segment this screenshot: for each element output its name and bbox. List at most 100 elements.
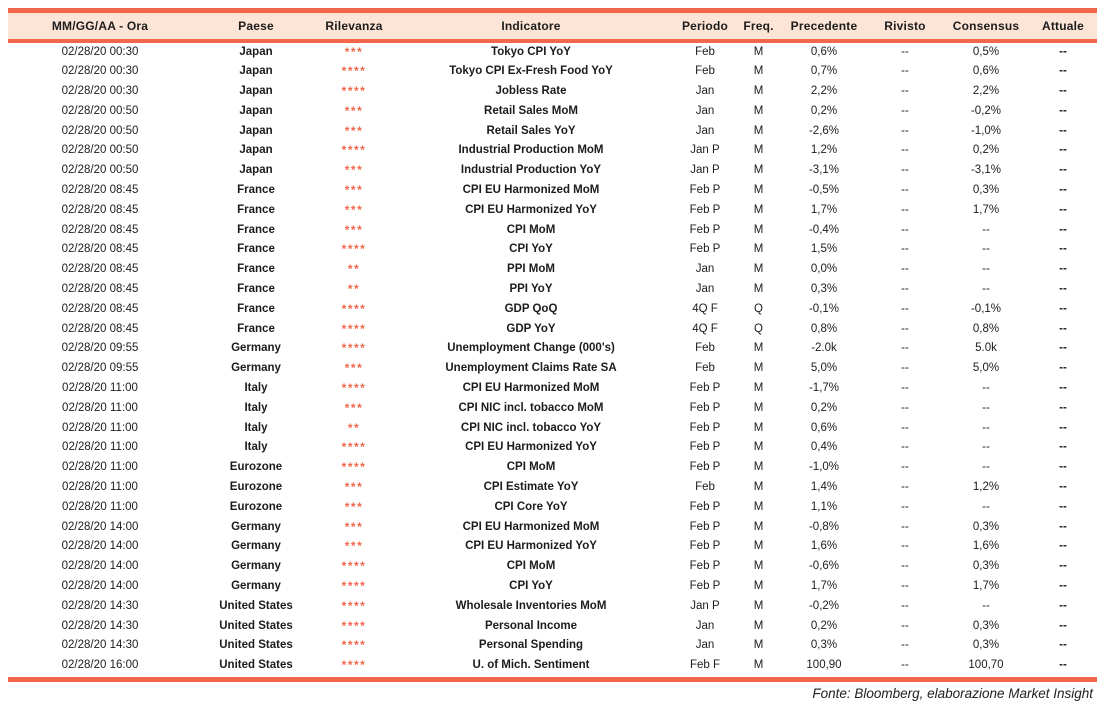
cell-revised: -- (901, 263, 909, 276)
table-row: 02/28/20 11:00 Italy *** CPI NIC incl. toba… (8, 399, 1097, 419)
cell-freq: M (753, 85, 764, 98)
cell-period: Jan P (690, 144, 720, 157)
cell-indicator: CPI MoM (506, 560, 556, 573)
cell-revised: -- (901, 382, 909, 395)
cell-previous: 1,4% (810, 481, 838, 494)
column-header-actual: Attuale (1029, 8, 1097, 43)
cell-revised: -- (901, 85, 909, 98)
cell-consensus: -- (982, 599, 990, 612)
cell-revised: -- (901, 144, 909, 157)
cell-indicator: Wholesale Inventories MoM (455, 599, 607, 612)
cell-actual: -- (1059, 243, 1067, 256)
cell-consensus: -3,1% (970, 164, 1002, 177)
cell-indicator: CPI Core YoY (494, 500, 568, 513)
cell-period: Feb (695, 481, 715, 494)
cell-consensus: -- (982, 461, 990, 474)
cell-period: Jan P (690, 599, 720, 612)
cell-freq: M (753, 560, 764, 573)
cell-freq: M (753, 243, 764, 256)
table-row: 02/28/20 14:00 Germany *** CPI EU Harmonize… (8, 537, 1097, 557)
cell-consensus: 1,6% (972, 540, 1000, 553)
cell-revised: -- (901, 560, 909, 573)
cell-previous: 0,8% (810, 322, 838, 335)
table-row: 02/28/20 00:50 Japan **** Industrial Produc… (8, 141, 1097, 161)
cell-revised: -- (901, 164, 909, 177)
cell-freq: M (753, 104, 764, 117)
table-row: 02/28/20 08:45 France **** GDP YoY 4Q F Q 0,8%… (8, 320, 1097, 340)
cell-consensus: -- (982, 421, 990, 434)
cell-period: 4Q F (692, 302, 718, 315)
cell-actual: -- (1059, 124, 1067, 137)
cell-consensus: 100,70 (968, 659, 1004, 672)
cell-consensus: -0,2% (970, 104, 1002, 117)
table-row: 02/28/20 14:00 Germany *** CPI EU Harmonize… (8, 518, 1097, 538)
table-row: 02/28/20 00:30 Japan **** Jobless Rate Jan M 2… (8, 82, 1097, 102)
table-row: 02/28/20 14:30 United States **** Wholesale… (8, 597, 1097, 617)
relevance-stars: *** (344, 44, 364, 59)
cell-period: Feb P (689, 500, 721, 513)
cell-previous: 5,0% (810, 362, 838, 375)
cell-previous: 1,7% (810, 203, 838, 216)
cell-revised: -- (901, 580, 909, 593)
cell-datetime: 02/28/20 00:50 (61, 104, 139, 117)
cell-freq: M (753, 45, 764, 58)
cell-indicator: PPI MoM (507, 263, 555, 276)
cell-revised: -- (901, 283, 909, 296)
cell-country: Japan (239, 164, 273, 177)
cell-actual: -- (1059, 362, 1067, 375)
cell-indicator: Jobless Rate (495, 85, 567, 98)
cell-indicator: CPI EU Harmonized YoY (465, 203, 597, 216)
table-row: 02/28/20 00:50 Japan *** Retail Sales MoM Ja… (8, 102, 1097, 122)
cell-consensus: -- (982, 263, 990, 276)
cell-datetime: 02/28/20 08:45 (61, 283, 139, 296)
cell-period: Feb P (689, 203, 721, 216)
cell-datetime: 02/28/20 08:45 (61, 243, 139, 256)
cell-indicator: CPI EU Harmonized MoM (462, 520, 600, 533)
cell-freq: M (753, 342, 764, 355)
relevance-stars: **** (341, 84, 367, 99)
cell-datetime: 02/28/20 08:45 (61, 322, 139, 335)
cell-country: Italy (244, 421, 268, 434)
cell-actual: -- (1059, 302, 1067, 315)
cell-revised: -- (901, 401, 909, 414)
relevance-stars: *** (344, 361, 364, 376)
table-row: 02/28/20 11:00 Eurozone *** CPI Estimate Yo… (8, 478, 1097, 498)
relevance-stars: ** (347, 262, 361, 277)
relevance-stars: **** (341, 559, 367, 574)
cell-country: Japan (239, 124, 273, 137)
table-row: 02/28/20 11:00 Eurozone *** CPI Core YoY Feb… (8, 498, 1097, 518)
table-bottom-rule (8, 677, 1097, 682)
cell-actual: -- (1059, 659, 1067, 672)
cell-consensus: 5.0k (975, 342, 997, 355)
cell-consensus: 0,3% (972, 560, 1000, 573)
cell-datetime: 02/28/20 14:00 (61, 540, 139, 553)
cell-indicator: GDP QoQ (504, 302, 558, 315)
cell-country: Italy (244, 441, 268, 454)
cell-datetime: 02/28/20 14:30 (61, 599, 139, 612)
cell-consensus: -- (982, 243, 990, 256)
cell-freq: M (753, 124, 764, 137)
cell-datetime: 02/28/20 16:00 (61, 659, 139, 672)
cell-previous: 0,2% (810, 619, 838, 632)
cell-revised: -- (901, 500, 909, 513)
table-header-row: MM/GG/AA - Ora Paese Rilevanza Indicator… (8, 8, 1097, 43)
table-row: 02/28/20 00:30 Japan *** Tokyo CPI YoY Feb M 0… (8, 41, 1097, 63)
cell-indicator: Unemployment Change (000's) (447, 342, 615, 355)
cell-datetime: 02/28/20 09:55 (61, 342, 139, 355)
cell-datetime: 02/28/20 11:00 (62, 500, 138, 513)
relevance-stars: **** (341, 440, 367, 455)
cell-actual: -- (1059, 401, 1067, 414)
cell-freq: M (753, 481, 764, 494)
cell-country: Germany (231, 342, 281, 355)
relevance-stars: **** (341, 143, 367, 158)
cell-actual: -- (1059, 85, 1067, 98)
cell-indicator: CPI NIC incl. tobacco YoY (460, 421, 602, 434)
cell-period: Feb P (689, 441, 721, 454)
cell-previous: 1,6% (810, 540, 838, 553)
cell-previous: -0,5% (808, 184, 840, 197)
relevance-stars: **** (341, 64, 367, 79)
cell-previous: 2,2% (810, 85, 838, 98)
cell-country: Japan (239, 144, 273, 157)
cell-revised: -- (901, 362, 909, 375)
cell-revised: -- (901, 520, 909, 533)
